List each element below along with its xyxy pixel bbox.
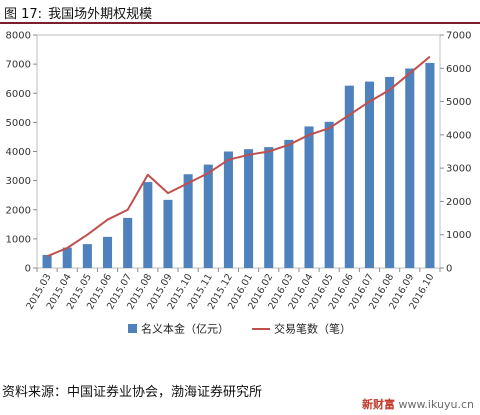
bar-notional xyxy=(324,121,334,268)
y-right-tick-label: 2000 xyxy=(446,197,471,208)
bar-notional xyxy=(405,68,415,269)
figure-title-text: 我国场外期权规模 xyxy=(48,7,153,22)
bar-notional xyxy=(203,164,213,268)
figure-label: 图 17: xyxy=(4,7,43,22)
y-right-tick-label: 3000 xyxy=(446,164,471,175)
bar-notional xyxy=(264,147,274,268)
y-right-tick-label: 6000 xyxy=(446,64,471,75)
y-left-tick-label: 7000 xyxy=(6,60,31,71)
bar-notional xyxy=(102,236,113,268)
y-left-tick-label: 6000 xyxy=(6,89,31,100)
source-note: 资料来源：中国证券业协会，渤海证券研究所 xyxy=(2,385,263,400)
figure-title: 图 17: 我国场外期权规模 xyxy=(4,3,152,22)
legend-label-line: 交易笔数（笔） xyxy=(274,322,351,336)
y-left-tick-label: 0 xyxy=(25,264,31,275)
chart-container: 0 1000 2000 3000 4000 5000 6000 7000 8000 0 1000 20… xyxy=(0,24,480,354)
y-left-tick-label: 3000 xyxy=(6,176,31,187)
y-right-tick-label: 0 xyxy=(446,264,452,275)
bar-notional xyxy=(82,244,92,268)
legend-label-bar: 名义本金（亿元） xyxy=(141,322,229,336)
bar-notional xyxy=(163,199,173,268)
bar-notional xyxy=(364,81,375,268)
bar-notional xyxy=(425,62,435,269)
bar-notional xyxy=(143,182,153,268)
bar-notional xyxy=(183,174,193,268)
bar-notional xyxy=(344,85,354,268)
watermark-url: www.ikuyu.cn xyxy=(398,398,474,411)
line-trade-count xyxy=(46,55,431,258)
y-left-tick-label: 4000 xyxy=(6,147,31,158)
y-left-tick-label: 2000 xyxy=(6,205,31,216)
watermark: 新财富 www.ikuyu.cn xyxy=(362,396,474,412)
title-divider xyxy=(0,22,480,24)
bar-notional xyxy=(42,254,52,268)
bar-notional xyxy=(123,217,133,268)
y-right-tick-label: 5000 xyxy=(446,97,471,108)
y-right-tick-label: 4000 xyxy=(446,130,471,141)
bar-notional xyxy=(62,247,72,268)
watermark-brand: 新财富 xyxy=(361,398,395,411)
y-left-tick-label: 8000 xyxy=(6,31,31,42)
y-right-tick-label: 7000 xyxy=(446,31,471,42)
bar-notional xyxy=(385,76,395,268)
y-left-tick-label: 5000 xyxy=(6,118,31,129)
plot-area xyxy=(36,34,441,269)
combo-chart: 0 1000 2000 3000 4000 5000 6000 7000 8000 0 1000 20… xyxy=(6,31,472,336)
bar-notional xyxy=(304,126,314,268)
y-right-tick-label: 1000 xyxy=(446,230,471,241)
legend-swatch-bar xyxy=(128,324,137,333)
y-left-tick-label: 1000 xyxy=(6,234,31,245)
bar-notional xyxy=(244,149,254,268)
bar-notional xyxy=(284,139,294,268)
bar-notional xyxy=(223,151,233,268)
